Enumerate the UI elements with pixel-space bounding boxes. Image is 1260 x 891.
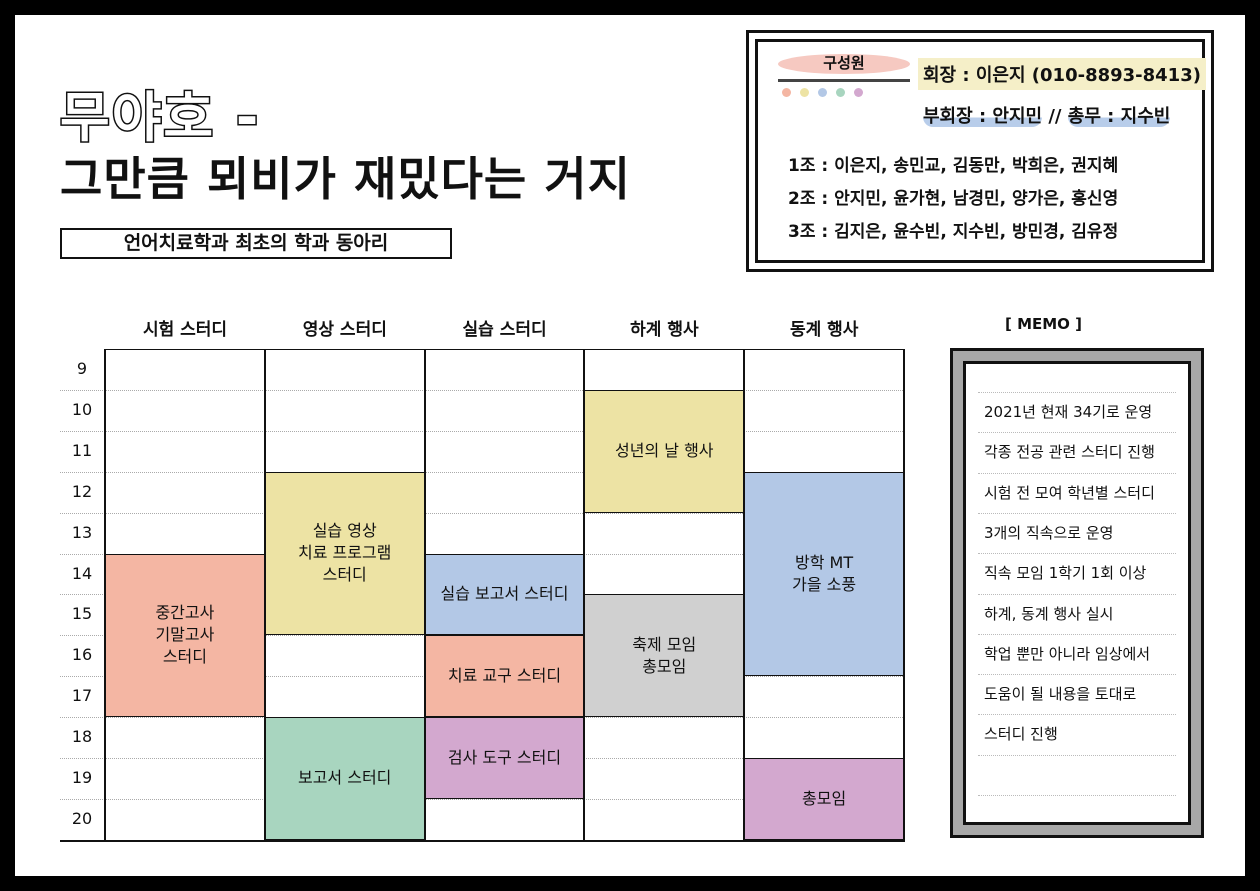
color-dot: [782, 88, 791, 97]
schedule-block: 보고서 스터디: [264, 717, 425, 840]
memo-rule: [978, 392, 1176, 393]
memo-title: [ MEMO ]: [1005, 315, 1083, 333]
hour-label: 15: [71, 604, 93, 624]
column-header: 하계 행사: [630, 320, 699, 340]
memo-rule: [978, 553, 1176, 555]
memo-rule: [978, 754, 1176, 756]
schedule-block: 실습 영상 치료 프로그램 스터디: [264, 471, 425, 636]
memo-line: 직속 모임 1학기 1회 이상: [984, 564, 1147, 583]
schedule-block: 실습 보고서 스터디: [424, 553, 585, 636]
hour-label: 10: [71, 399, 93, 419]
schedule-block: 방학 MT 가을 소풍: [744, 471, 904, 677]
row-divider: [60, 430, 905, 432]
row-divider: [60, 798, 905, 800]
title-line-1: 무야호 -: [58, 85, 261, 151]
memo-line: 도움이 될 내용을 토대로: [984, 685, 1137, 704]
hour-label: 18: [71, 727, 93, 747]
memo-rule: [978, 633, 1176, 635]
memo-line: 시험 전 모여 학년별 스터디: [984, 483, 1155, 502]
grid-bottom: [60, 839, 905, 842]
column-header: 영상 스터디: [302, 320, 387, 340]
column-border: [903, 349, 905, 840]
memo-line: 학업 뿐만 아니라 임상에서: [984, 644, 1151, 663]
column-border: [423, 349, 426, 840]
color-dot: [836, 88, 845, 97]
schedule-block: 검사 도구 스터디: [424, 717, 585, 799]
vice-president: 부회장 : 안지민: [923, 106, 1043, 127]
memo-line: 2021년 현재 34기로 운영: [984, 403, 1153, 421]
president: 회장 : 이은지 (010-8893-8413): [918, 58, 1206, 90]
hour-label: 20: [71, 808, 93, 828]
memo-rule: [978, 512, 1176, 514]
column-border: [743, 349, 746, 840]
schedule-block: 축제 모임 총모임: [584, 594, 745, 718]
hour-label: 11: [71, 440, 93, 460]
memo-rule: [978, 472, 1176, 474]
row-divider: [60, 512, 905, 514]
memo-rule: [978, 674, 1176, 676]
memo-rule: [978, 432, 1176, 434]
hour-label: 19: [71, 768, 93, 787]
memo-line: 하계, 동계 행사 실시: [984, 604, 1114, 623]
separator: //: [1042, 106, 1068, 127]
hour-label: 16: [71, 645, 93, 665]
secretary: 총무 : 지수빈: [1067, 106, 1171, 127]
hour-label: 13: [71, 522, 93, 542]
divider: [778, 79, 910, 82]
column-header: 실습 스터디: [462, 320, 547, 340]
hour-label: 12: [71, 481, 93, 501]
memo-rule: [978, 593, 1176, 595]
team-3: 3조 : 김지은, 윤수빈, 지수빈, 방민경, 김유정: [788, 222, 1119, 242]
row-divider: [60, 471, 905, 473]
color-dot: [818, 88, 827, 97]
memo-line: 스터디 진행: [984, 725, 1058, 744]
schedule-block: 중간고사 기말고사 스터디: [105, 553, 265, 718]
hour-label: 9: [76, 359, 88, 378]
memo-rule: [978, 714, 1176, 716]
poster: 무야호 - 그만큼 뫼비가 재밌다는 거지 언어치료학과 최초의 학과 동아리 …: [15, 15, 1245, 876]
schedule-block: 총모임: [744, 758, 904, 840]
column-header: 동계 행사: [789, 320, 859, 340]
members-label: 구성원: [778, 54, 910, 74]
memo-rule: [978, 795, 1176, 796]
subtitle: 언어치료학과 최초의 학과 동아리: [60, 228, 452, 259]
column-header: 시험 스터디: [142, 320, 228, 340]
team-2: 2조 : 안지민, 윤가현, 남경민, 양가은, 홍신영: [788, 189, 1119, 209]
schedule-block: 치료 교구 스터디: [424, 635, 585, 718]
title-line-2: 그만큼 뫼비가 재밌다는 거지: [60, 152, 631, 206]
column-border: [104, 349, 106, 840]
members-box: 구성원 회장 : 이은지 (010-8893-8413) 부회장 : 안지민 /…: [746, 30, 1214, 272]
color-dot: [854, 88, 863, 97]
color-dot: [800, 88, 809, 97]
hour-label: 17: [71, 686, 93, 706]
team-1: 1조 : 이은지, 송민교, 김동만, 박희은, 권지혜: [788, 156, 1119, 176]
memo-line: 3개의 직속으로 운영: [984, 523, 1114, 542]
column-border: [263, 349, 266, 840]
column-border: [583, 349, 586, 840]
hour-label: 14: [71, 563, 93, 583]
row-divider: [60, 389, 905, 391]
schedule-block: 성년의 날 행사: [584, 389, 745, 513]
memo-line: 각종 전공 관련 스터디 진행: [984, 443, 1155, 462]
grid-top: [105, 349, 904, 350]
vice-and-secretary: 부회장 : 안지민 // 총무 : 지수빈: [923, 102, 1171, 128]
